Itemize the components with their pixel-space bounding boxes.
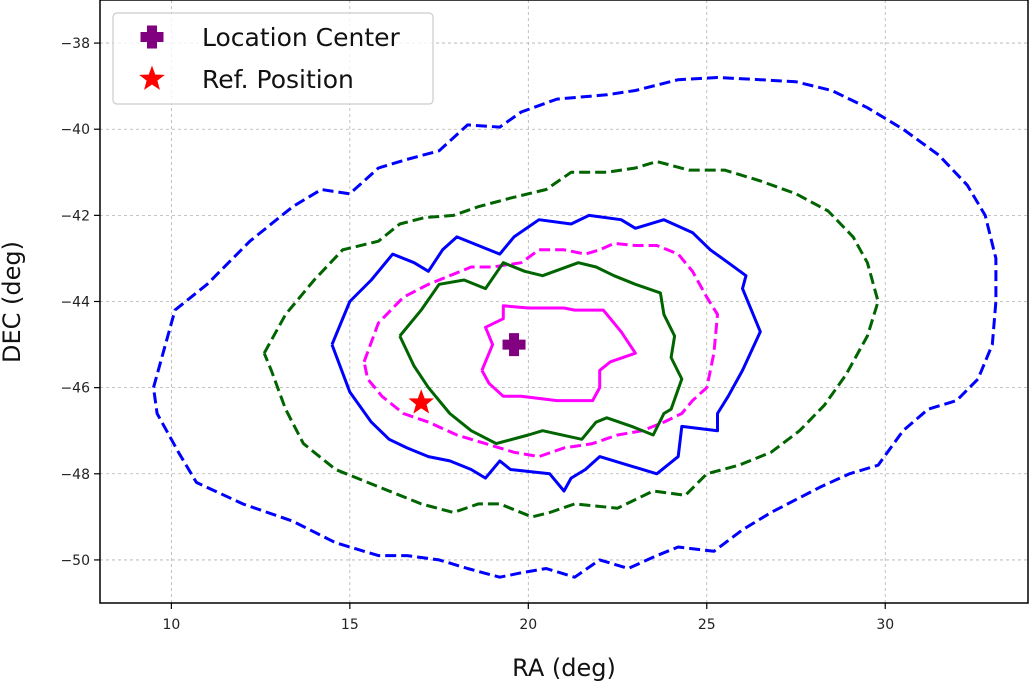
ref-position-marker — [408, 389, 434, 414]
contour-magenta-solid — [480, 304, 637, 403]
contour-green-solid — [398, 261, 684, 446]
location-center-marker — [502, 333, 526, 357]
x-tick-label: 30 — [876, 617, 894, 633]
x-tick-label: 10 — [162, 617, 180, 633]
y-tick-label: −38 — [60, 36, 90, 52]
y-tick-label: −48 — [60, 467, 90, 483]
y-tick-label: −50 — [60, 553, 90, 569]
y-tick-label: −44 — [60, 295, 90, 311]
contour-blue-solid — [330, 213, 762, 493]
y-axis-label: DEC (deg) — [0, 241, 26, 363]
legend: Location Center Ref. Position — [112, 12, 434, 105]
contour-layer — [152, 76, 998, 579]
points-layer — [408, 333, 526, 414]
legend-star-icon — [139, 65, 165, 90]
y-tick-label: −40 — [60, 122, 90, 138]
y-ticks: −38 −40 −42 −44 −46 −48 −50 — [60, 36, 100, 569]
x-axis-label: RA (deg) — [512, 654, 616, 681]
x-tick-label: 20 — [519, 617, 537, 633]
contour-blue-dashed — [152, 76, 998, 579]
contour-green-dashed — [262, 160, 880, 519]
legend-marker-location-center — [140, 25, 164, 49]
x-tick-label: 25 — [698, 617, 716, 633]
y-tick-label: −42 — [60, 208, 90, 224]
y-tick-label: −46 — [60, 381, 90, 397]
x-tick-label: 15 — [341, 617, 359, 633]
x-ticks: 10 15 20 25 30 — [162, 603, 894, 633]
legend-label-ref-position: Ref. Position — [202, 65, 354, 94]
contour-magenta-dashed — [362, 241, 719, 459]
legend-label-location-center: Location Center — [202, 23, 401, 52]
legend-box — [112, 12, 434, 105]
legend-marker-ref-position — [139, 65, 165, 90]
legend-plus-icon — [140, 25, 164, 49]
